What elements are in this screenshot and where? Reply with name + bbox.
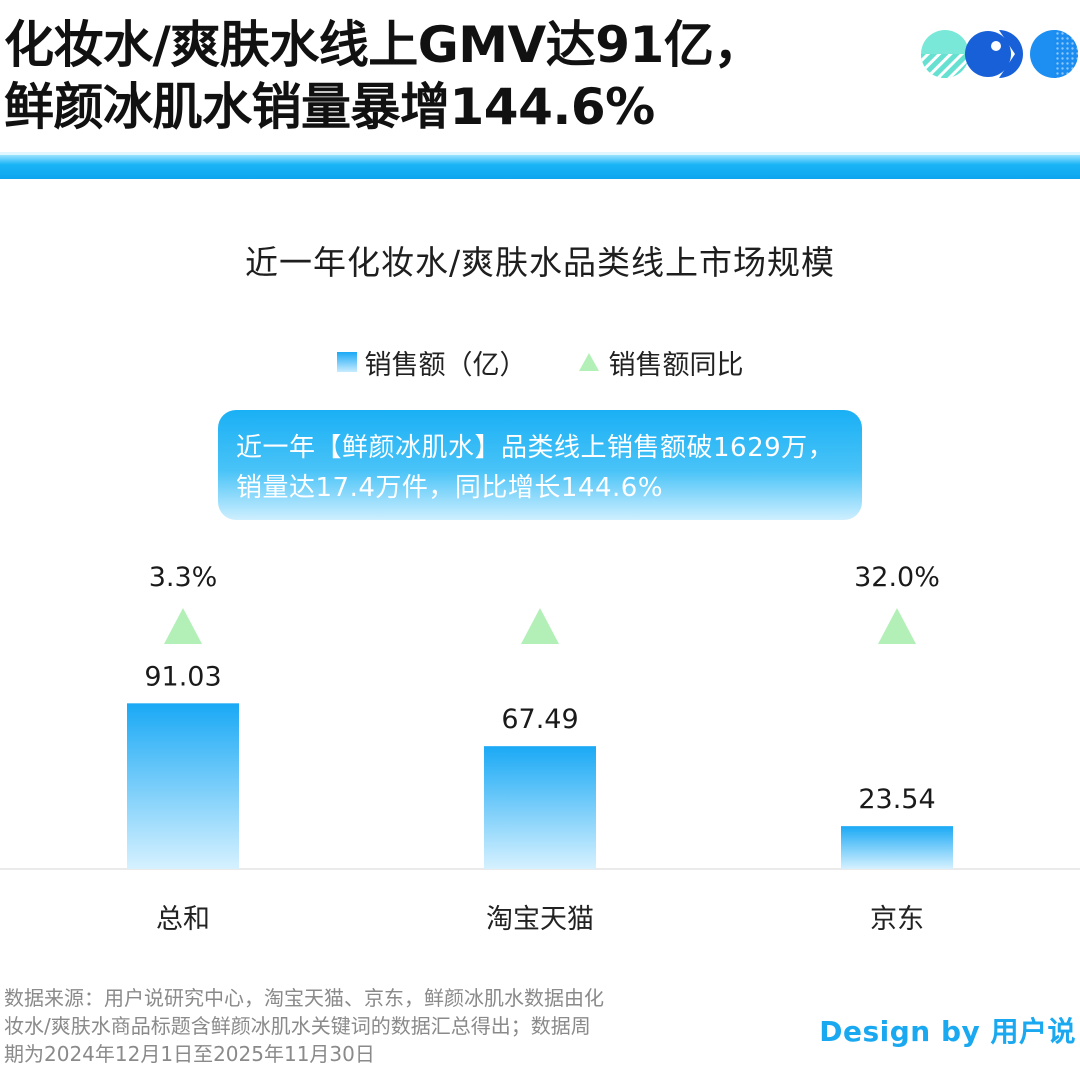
yoy-triangle-0: [164, 608, 202, 644]
bar-value-label-2: 23.54: [858, 784, 935, 815]
source-line-3: 期为2024年12月1日至2025年11月30日: [4, 1042, 375, 1066]
header-band-highlight: [0, 152, 1080, 156]
bar-value-label-0: 91.03: [144, 661, 221, 692]
yoy-triangle-2: [878, 608, 916, 644]
callout-box: 近一年【鲜颜冰肌水】品类线上销售额破1629万， 销量达17.4万件，同比增长1…: [218, 410, 862, 520]
legend-item-sales: 销售额（亿）: [336, 343, 527, 382]
headline-line-2: 鲜颜冰肌水销量暴增144.6%: [4, 78, 655, 136]
source-note: 数据来源：用户说研究中心，淘宝天猫、京东，鲜颜冰肌水数据由化 妆水/爽肤水商品标…: [4, 984, 734, 1068]
yoy-triangle-1: [521, 608, 559, 644]
category-label-1: 淘宝天猫: [486, 904, 594, 935]
bar-0: [127, 703, 239, 869]
callout-line-1: 近一年【鲜颜冰肌水】品类线上销售额破1629万，: [236, 433, 835, 463]
source-line-2: 妆水/爽肤水商品标题含鲜颜冰肌水关键词的数据汇总得出；数据周: [4, 1014, 591, 1038]
source-line-1: 数据来源：用户说研究中心，淘宝天猫、京东，鲜颜冰肌水数据由化: [4, 986, 604, 1010]
yoy-label-2: 32.0%: [854, 562, 940, 593]
legend-item-yoy: 销售额同比: [578, 343, 744, 382]
header-band: [0, 155, 1080, 179]
chart-legend: 销售额（亿） 销售额同比: [0, 342, 1080, 382]
legend-bar-swatch: [336, 352, 357, 372]
headline-line-1: 化妆水/爽肤水线上GMV达91亿，: [4, 16, 763, 74]
bar-value-label-1: 67.49: [501, 704, 578, 735]
callout-line-2: 销量达17.4万件，同比增长144.6%: [236, 473, 664, 503]
yoy-label-0: 3.3%: [149, 562, 218, 593]
chart-title: 近一年化妆水/爽肤水品类线上市场规模: [244, 243, 836, 282]
category-label-0: 总和: [156, 904, 210, 935]
bar-2: [841, 826, 953, 869]
design-credit: Design by 用户说: [819, 1015, 1076, 1048]
headline: 化妆水/爽肤水线上GMV达91亿， 鲜颜冰肌水销量暴增144.6%: [4, 14, 904, 138]
legend-label-yoy: 销售额同比: [608, 349, 744, 381]
category-label-2: 京东: [870, 904, 924, 935]
legend-label-sales: 销售额（亿）: [364, 349, 527, 381]
brand-logo-icon: [921, 30, 1078, 78]
bar-1: [484, 746, 596, 869]
legend-triangle-icon: [578, 353, 599, 371]
bar-chart: 91.03 3.3% 总和 67.49 淘宝天猫 23.54 32.0% 京东: [0, 562, 1080, 935]
